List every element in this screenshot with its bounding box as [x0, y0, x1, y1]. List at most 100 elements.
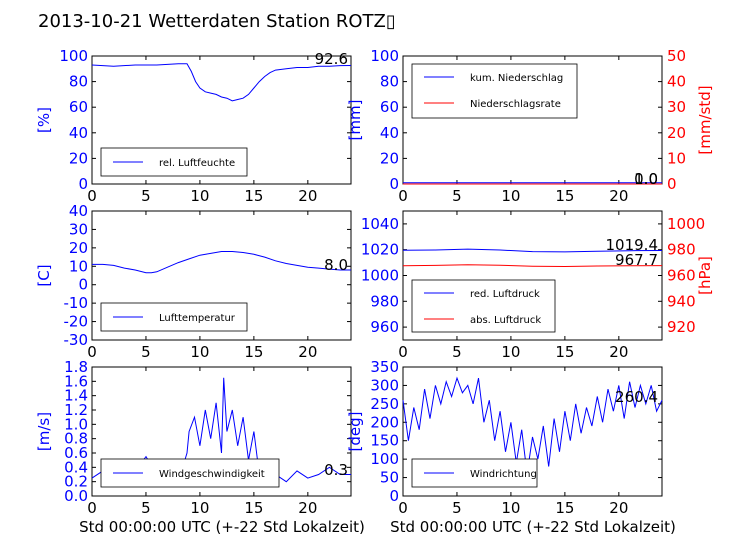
- y-tick-label: 40: [69, 202, 88, 220]
- y-tick-label: 1020: [361, 241, 399, 259]
- plot-frame: [402, 366, 663, 497]
- legend: kum. Niederschlag Niederschlagsrate: [411, 63, 578, 119]
- y-tick-label-right: 50: [667, 47, 686, 65]
- y-tick-label: 150: [370, 432, 399, 450]
- last-value-label: 0.0: [634, 170, 658, 188]
- y-tick-label: 250: [370, 395, 399, 413]
- y-tick-label: 1.6: [64, 372, 88, 390]
- x-tick-label: 5: [141, 187, 151, 205]
- x-tick-label: 15: [244, 187, 263, 205]
- panel-temperature: 0 5 10 15 20-30-20-10010203040[C]Lufttempera…: [35, 202, 352, 361]
- y-axis-label-right: [mm/std]: [696, 85, 714, 154]
- y-tick-label: -10: [64, 294, 89, 312]
- y-tick-label-right: 980: [667, 241, 696, 259]
- y-tick-label: 0: [389, 487, 399, 505]
- chart-title: 2013-10-21 Wetterdaten Station ROTZ▯: [38, 11, 396, 32]
- y-tick-label: -30: [64, 331, 89, 349]
- series-line-lufttemperatur: [92, 251, 351, 274]
- x-tick-label: 15: [244, 499, 263, 517]
- y-tick-label: 40: [69, 124, 88, 142]
- y-axis-label: [mm]: [346, 100, 364, 141]
- last-value-label: 1.0: [634, 170, 658, 188]
- legend-label: kum. Niederschlag: [470, 73, 563, 84]
- x-tick-label: 10: [190, 187, 209, 205]
- last-value-label: 260.4: [615, 388, 658, 406]
- x-tick-label: 10: [501, 187, 520, 205]
- legend: Lufttemperatur: [100, 302, 248, 332]
- last-value-label: 1019.4: [606, 236, 659, 254]
- y-tick-label: 100: [370, 47, 399, 65]
- series-line-rel-luftfeuchte: [91, 63, 352, 102]
- y-tick-label-right: 940: [667, 292, 696, 310]
- y-tick-label: 0.6: [64, 444, 88, 462]
- x-tick-label: 0: [87, 343, 97, 361]
- series-line-red-luftdruck: [402, 248, 663, 253]
- y-tick-label: 200: [370, 413, 399, 431]
- x-tick-label: 0: [87, 499, 97, 517]
- y-tick-label: 0.4: [64, 458, 88, 476]
- legend: rel. Luftfeuchte: [100, 147, 248, 177]
- legend-label: rel. Luftfeuchte: [159, 158, 235, 169]
- y-tick-label: 30: [69, 220, 88, 238]
- legend: red. Luftdruck abs. Luftdruck: [411, 279, 556, 333]
- y-tick-label: 1.2: [64, 401, 88, 419]
- y-tick-label-right: 1000: [667, 215, 705, 233]
- y-tick-label: 1.8: [64, 358, 88, 376]
- y-tick-label: -20: [64, 313, 89, 331]
- x-tick-label: 20: [298, 343, 317, 361]
- x-tick-label: 0: [398, 187, 408, 205]
- y-tick-label: 80: [69, 73, 88, 91]
- x-tick-label: 15: [555, 343, 574, 361]
- x-tick-label: 10: [190, 343, 209, 361]
- x-tick-label: 10: [501, 343, 520, 361]
- x-axis-label-left: Std 00:00:00 UTC (+-22 Std Lokalzeit): [79, 518, 365, 536]
- y-tick-label: 0: [78, 276, 88, 294]
- y-tick-label: 40: [380, 124, 399, 142]
- y-tick-label: 0.0: [64, 487, 88, 505]
- panel-humidity: 0 5 10 15 20 0 20 40 60 80 100 [%] rel. Luftfeuchte 9…: [35, 47, 352, 205]
- last-value-label: 92.6: [315, 50, 348, 68]
- y-axis-label-right: [hPa]: [696, 256, 714, 295]
- y-tick-label: 20: [69, 239, 88, 257]
- x-tick-label: 20: [298, 499, 317, 517]
- y-tick-label: 1.0: [64, 415, 88, 433]
- x-tick-label: 15: [244, 343, 263, 361]
- last-value-label: 0.3: [324, 461, 348, 479]
- x-tick-label: 20: [609, 343, 628, 361]
- y-tick-label: 100: [59, 47, 88, 65]
- x-tick-label: 0: [87, 187, 97, 205]
- legend: Windgeschwindigkeit: [100, 458, 280, 488]
- plot-frame: [91, 366, 352, 497]
- x-tick-label: 0: [398, 343, 408, 361]
- legend-label: abs. Luftdruck: [470, 315, 541, 326]
- y-tick-label: 80: [380, 73, 399, 91]
- x-tick-label: 5: [141, 343, 151, 361]
- y-tick-label: 50: [380, 469, 399, 487]
- legend: Windrichtung: [411, 458, 538, 488]
- y-axis-label: [m/s]: [35, 412, 53, 451]
- y-tick-label: 20: [380, 149, 399, 167]
- y-tick-label: 960: [370, 318, 399, 336]
- y-tick-label-right: 20: [667, 124, 686, 142]
- x-tick-label: 15: [555, 187, 574, 205]
- y-axis-label: [C]: [35, 264, 53, 286]
- y-tick-label: 1.4: [64, 387, 88, 405]
- y-tick-label: 1000: [361, 267, 399, 285]
- y-tick-label-right: 30: [667, 98, 686, 116]
- x-tick-label: 10: [190, 499, 209, 517]
- last-value-label: 8.0: [324, 256, 348, 274]
- legend-label: red. Luftdruck: [470, 289, 540, 300]
- y-tick-label: 20: [69, 149, 88, 167]
- x-tick-label: 5: [452, 187, 462, 205]
- y-tick-label-right: 40: [667, 73, 686, 91]
- legend-label: Niederschlagsrate: [470, 99, 561, 110]
- y-tick-label: 100: [370, 450, 399, 468]
- series-line-windrichtung: [402, 376, 663, 474]
- y-tick-label: 0: [389, 175, 399, 193]
- y-tick-label: 980: [370, 292, 399, 310]
- panel-winddirection: 0 5 10 15 20050100150200250300350[deg]Windri…: [346, 358, 663, 517]
- x-tick-label: 0: [398, 499, 408, 517]
- x-tick-label: 5: [452, 343, 462, 361]
